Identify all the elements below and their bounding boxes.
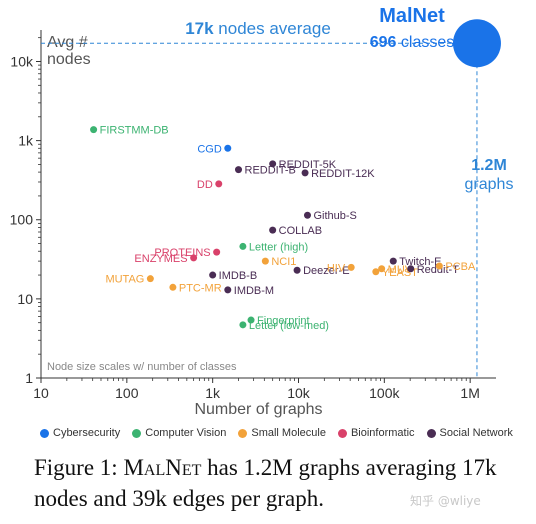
nodes-average-annotation: 17k nodes average xyxy=(185,19,331,38)
graphs-annotation-value: 1.2M xyxy=(471,157,507,174)
point-deezer-e xyxy=(293,266,301,274)
legend-dot xyxy=(337,428,347,438)
figure-caption: Figure 1: MalNet has 1.2M graphs averagi… xyxy=(34,452,534,514)
size-note: Node size scales w/ number of classes xyxy=(47,361,237,373)
point-letter-low-med- xyxy=(239,321,247,329)
point-enzymes xyxy=(190,254,198,262)
point-label: REDDIT-B xyxy=(245,165,296,177)
point-proteins xyxy=(213,248,221,256)
point-label: Deezer-E xyxy=(303,265,349,277)
legend: Cybersecurity Computer Vision Small Molecu… xyxy=(40,424,536,442)
point-hiv xyxy=(347,263,355,271)
point-label: REDDIT-12K xyxy=(311,168,375,180)
point-label: IMDB-M xyxy=(234,285,274,297)
legend-label: Bioinformatic xyxy=(350,427,415,439)
point-dd xyxy=(215,180,223,188)
y-axis-annotation: Avg # xyxy=(47,34,88,51)
figure: 10 100 1k 10k 100k 1M 1 10 100 1k 10k Number of gra… xyxy=(10,5,514,418)
x-tick-label: 1k xyxy=(205,385,221,401)
y-tick-label: 1 xyxy=(25,370,33,386)
point-label: PTC-MR xyxy=(179,282,222,294)
classes-annotation: 696 classes xyxy=(370,34,455,51)
legend-label: Small Molecule xyxy=(251,427,326,439)
watermark: 知乎 @wliye xyxy=(410,494,481,508)
point-label: ENZYMES xyxy=(134,253,187,265)
y-tick-label: 10 xyxy=(17,291,33,307)
legend-label: Social Network xyxy=(439,427,513,439)
point-label: Letter (low-med) xyxy=(249,320,329,332)
point-label: IMDB-B xyxy=(219,270,257,282)
point-yeast xyxy=(372,268,380,276)
point-letter-high- xyxy=(239,242,247,250)
point-label: COLLAB xyxy=(279,225,322,237)
point-label: Reddit-T xyxy=(417,264,459,276)
point-fingerprint xyxy=(247,316,255,324)
legend-item: Bioinformatic xyxy=(337,427,415,439)
x-tick-label: 10k xyxy=(287,385,311,401)
point-label: CGD xyxy=(197,143,222,155)
legend-item: Computer Vision xyxy=(132,427,226,439)
caption-suffix: has 1.2M graphs averaging 17k nodes and … xyxy=(34,455,497,511)
point-cgd xyxy=(224,144,232,152)
x-axis-title: Number of graphs xyxy=(194,401,322,418)
caption-prefix: Figure 1: xyxy=(34,455,124,480)
legend-label: Computer Vision xyxy=(145,427,227,439)
legend-dot xyxy=(238,428,248,438)
legend-label: Cybersecurity xyxy=(53,427,121,439)
point-label: MUV xyxy=(388,264,413,276)
legend-item: Social Network xyxy=(426,427,513,439)
point-pcba xyxy=(435,262,443,270)
point-reddit-5k xyxy=(269,160,277,168)
point-label: FIRSTMM-DB xyxy=(100,125,169,137)
point-firstmm-db xyxy=(90,126,98,134)
x-tick-label: 100 xyxy=(115,385,139,401)
x-tick-label: 10 xyxy=(33,385,49,401)
legend-item: Small Molecule xyxy=(238,427,326,439)
point-label: Letter (high) xyxy=(249,241,308,253)
point-label: PCBA xyxy=(445,261,476,273)
y-axis-annotation: nodes xyxy=(47,51,91,68)
point-muv xyxy=(378,265,386,273)
legend-dot xyxy=(132,428,142,438)
x-tick-label: 1M xyxy=(460,385,479,401)
point-ptc-mr xyxy=(169,283,177,291)
point-nci1 xyxy=(261,257,269,265)
y-tick-label: 1k xyxy=(18,133,34,149)
point-reddit-t xyxy=(407,265,415,273)
y-tick-label: 10k xyxy=(10,53,34,69)
point-malnet xyxy=(452,19,501,68)
legend-dot xyxy=(426,428,436,438)
point-imdb-b xyxy=(209,271,217,279)
point-mutag xyxy=(146,275,154,283)
point-label: DD xyxy=(197,179,213,191)
point-reddit-b xyxy=(235,166,243,174)
caption-name: MalNet xyxy=(123,455,202,480)
point-imdb-m xyxy=(224,286,232,294)
legend-dot xyxy=(40,428,49,438)
x-tick-label: 100k xyxy=(369,385,400,401)
point-label: Fingerprint xyxy=(257,315,310,327)
graphs-annotation-label: graphs xyxy=(465,176,514,193)
point-label: NCI1 xyxy=(271,256,296,268)
y-tick-label: 100 xyxy=(10,212,34,228)
malnet-title: MalNet xyxy=(379,5,445,27)
point-collab xyxy=(269,226,277,234)
point-reddit-12k xyxy=(301,169,309,177)
point-twitch-e xyxy=(389,257,397,265)
point-label: MUTAG xyxy=(105,274,144,286)
point-label: REDDIT-5K xyxy=(279,159,337,171)
legend-item: Cybersecurity xyxy=(40,427,120,439)
point-label: Github-S xyxy=(313,210,356,222)
point-label: HIV xyxy=(327,262,346,274)
point-github-s xyxy=(303,211,311,219)
point-label: Twitch-E xyxy=(399,256,441,268)
